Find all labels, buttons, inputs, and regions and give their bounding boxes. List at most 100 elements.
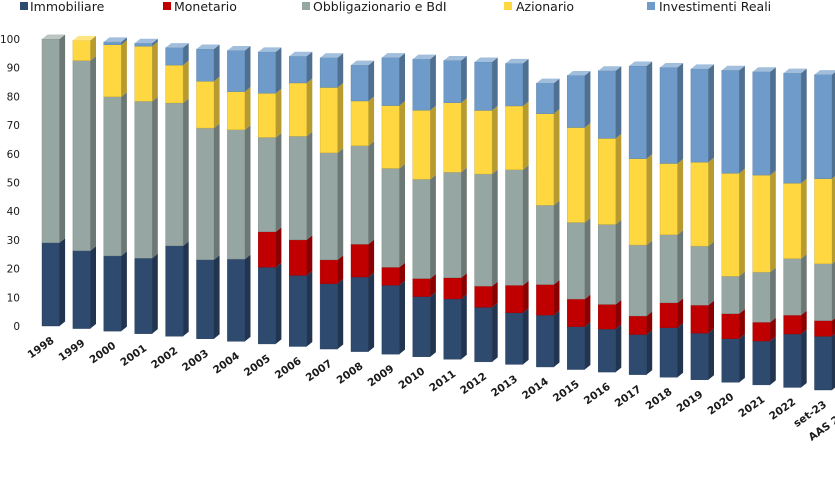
bars (41, 34, 835, 391)
bar-segment (814, 336, 833, 391)
bar-segment-side (399, 163, 405, 268)
bar-segment-side (801, 310, 807, 335)
bar-segment-side (214, 76, 220, 129)
bar-segment-side (553, 200, 560, 285)
y-tick-label: 50 (7, 178, 20, 190)
bar-segment (814, 178, 833, 265)
bar-segment (381, 105, 400, 169)
bar-segment-side (832, 333, 835, 390)
bar-stack (474, 57, 498, 363)
bar-segment-side (275, 47, 282, 94)
bar-segment-side (368, 96, 375, 146)
bar-segment-top (690, 64, 714, 69)
bar-segment (289, 275, 307, 347)
bar-segment-top (103, 37, 127, 42)
bar-segment-side (584, 322, 591, 370)
bar-segment-side (368, 272, 375, 352)
bar-segment-top (567, 70, 591, 76)
y-tick-label: 30 (7, 235, 20, 247)
y-tick-label: 70 (7, 120, 20, 132)
bar-segment (350, 64, 369, 102)
bar-segment (598, 304, 616, 330)
bar-segment (474, 307, 493, 363)
bar-segment (474, 285, 493, 308)
bar-segment (350, 100, 369, 146)
bar-segment (412, 296, 431, 357)
bar-segment (814, 263, 833, 321)
bar-segment (536, 284, 555, 316)
bar-stack (258, 47, 282, 345)
bar-segment-top (598, 66, 622, 71)
bar-segment-side (152, 96, 158, 259)
bar-segment-side (523, 280, 529, 313)
bar-segment-top (721, 65, 745, 71)
bar-segment (165, 64, 184, 104)
x-tick-label: 2020 (705, 391, 736, 418)
y-tick-label: 80 (7, 91, 20, 103)
legend-item-obbligazionario: Obbligazionario e BdI (302, 0, 447, 14)
bar-segment-top (660, 62, 684, 68)
bar-segment (598, 138, 616, 225)
bar-segment-side (368, 60, 375, 101)
bar-segment-side (152, 253, 158, 334)
bar-segment-side (337, 279, 344, 350)
bar-segment-side (430, 105, 436, 180)
bar-segment-side (832, 261, 835, 321)
bar-segment-side (739, 309, 745, 339)
y-tick-label: 60 (7, 149, 20, 161)
bar-segment-side (677, 158, 684, 235)
bar-segment (567, 127, 585, 223)
bar-segment-top (258, 47, 282, 52)
bar-segment (474, 110, 493, 175)
bar-segment (474, 61, 493, 111)
bar-segment (72, 60, 91, 251)
bar-stack (350, 60, 375, 352)
bar-segment (72, 250, 91, 329)
bar-segment (628, 158, 647, 246)
bar-segment-side (646, 154, 653, 246)
bar-segment (752, 340, 771, 386)
bar-segment-side (615, 324, 622, 373)
bar-segment (134, 43, 153, 47)
legend-swatch-immobiliare (20, 2, 28, 10)
bar-segment-side (553, 109, 560, 206)
bar-segment (381, 267, 400, 286)
bar-segment (41, 242, 60, 327)
bar-segment (41, 38, 60, 243)
bar-segment (381, 168, 400, 268)
bar-segment-side (90, 246, 96, 329)
bar-segment (659, 67, 678, 164)
bar-segment-top (227, 45, 251, 51)
bar-segment (752, 322, 771, 342)
bar-segment-side (275, 262, 282, 344)
bar-segment-top (629, 61, 653, 67)
bar-stack (381, 53, 405, 355)
bar-segment-side (59, 238, 66, 326)
bar-segment (721, 338, 740, 383)
bar-segment (721, 70, 740, 174)
bar-segment-side (677, 62, 684, 164)
bar-stack (41, 34, 66, 327)
y-tick-label: 40 (7, 206, 20, 218)
bar-segment (289, 82, 307, 137)
bar-segment-side (183, 60, 189, 104)
bar-segment-side (90, 35, 96, 61)
bar-segment-top (165, 43, 189, 48)
x-tick-label: 2017 (613, 383, 644, 410)
bar-segment (350, 243, 369, 278)
bar-segment (381, 57, 400, 106)
bar-segment-side (492, 105, 498, 175)
bar-segment-side (739, 271, 745, 314)
bar-segment (443, 277, 462, 300)
legend-label-investimenti-reali: Investimenti Reali (659, 0, 771, 14)
bar-segment (536, 314, 555, 368)
x-tick-label: 2006 (273, 355, 304, 382)
bar-segment-side (492, 281, 498, 308)
bar-segment (134, 45, 153, 102)
bar-stack (783, 68, 807, 388)
bar-segment (196, 259, 215, 339)
x-tick-label: 2021 (736, 394, 767, 421)
bar-segment (319, 283, 338, 350)
bar-segment (319, 259, 338, 284)
